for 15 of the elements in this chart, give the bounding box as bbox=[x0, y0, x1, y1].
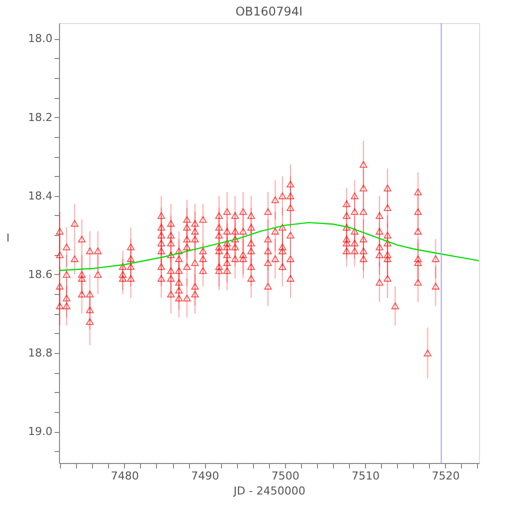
y-tick-label: 18.2 bbox=[28, 110, 52, 124]
line-series bbox=[58, 222, 480, 272]
y-axis-title: I bbox=[6, 232, 10, 244]
y-tick-label: 19.0 bbox=[28, 425, 52, 438]
y-tick-label: 18.6 bbox=[28, 268, 52, 281]
y-tick-label: 18.4 bbox=[28, 189, 52, 202]
y-tick-label: 18.8 bbox=[28, 346, 52, 360]
chart-title: OB160794I bbox=[235, 4, 303, 18]
x-axis-title: JD - 2450000 bbox=[232, 484, 306, 498]
y-tick-label: 18.0 bbox=[28, 32, 52, 46]
x-tick-label: 7520 bbox=[432, 470, 460, 482]
x-tick-label: 7500 bbox=[271, 470, 300, 482]
x-tick-label: 7490 bbox=[191, 470, 220, 482]
x-tick-label: 7480 bbox=[110, 470, 139, 482]
x-tick-label: 7510 bbox=[352, 470, 380, 482]
